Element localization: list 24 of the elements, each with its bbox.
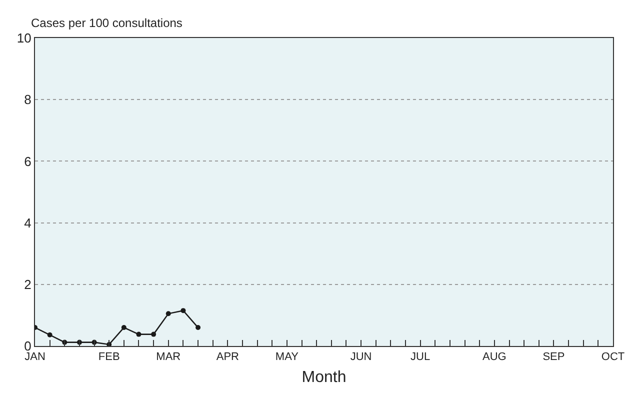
x-tick-label: SEP (542, 351, 565, 364)
x-axis-title: Month (302, 368, 346, 386)
point (196, 325, 201, 330)
y-tick-label: 2 (24, 276, 32, 292)
x-tick-label: OCT (601, 351, 625, 364)
x-tick-label: JAN (24, 351, 46, 364)
y-tick-label: 4 (24, 215, 32, 230)
y-axis-title: Cases per 100 consultations (31, 16, 182, 30)
x-tick-label: APR (216, 351, 240, 364)
x-tick-label: JUL (410, 351, 430, 364)
x-tick-label: MAY (275, 351, 300, 364)
point (121, 325, 126, 330)
point (180, 308, 186, 314)
y-tick-label: 8 (24, 92, 32, 108)
point (166, 311, 171, 316)
x-tick-label: MAR (156, 351, 181, 364)
y-tick-label: 6 (24, 154, 32, 169)
x-tick-label: JUN (350, 351, 372, 364)
x-tick-label: FEB (98, 351, 120, 364)
x-tick-label: AUG (482, 351, 506, 364)
point (151, 332, 156, 337)
y-tick-label: 10 (16, 30, 32, 46)
point (47, 332, 52, 338)
point (136, 332, 142, 337)
